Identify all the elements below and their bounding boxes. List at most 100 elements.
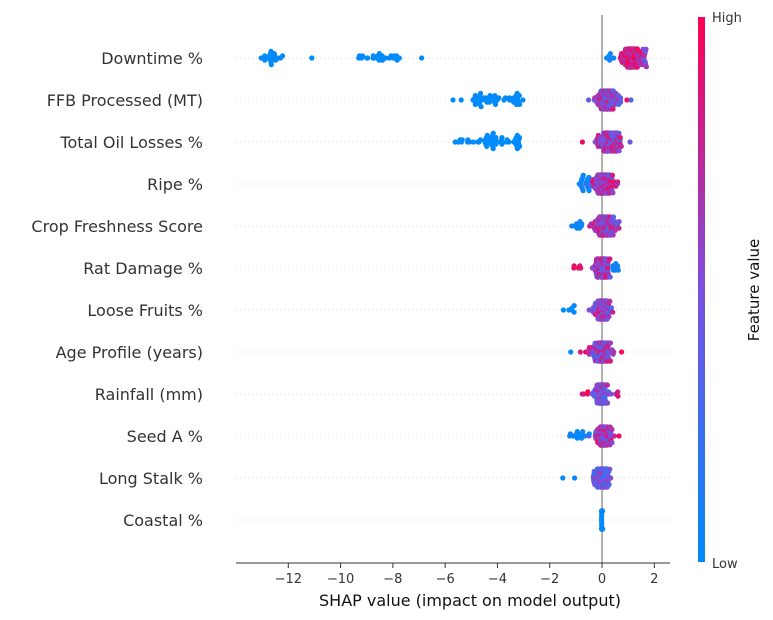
shap-point <box>582 433 588 439</box>
shap-point <box>617 135 623 141</box>
shap-point <box>618 95 624 101</box>
shap-point <box>609 172 616 178</box>
shap-point <box>604 382 611 388</box>
colorbar-title: Feature value <box>745 239 763 341</box>
feature-label: Downtime % <box>101 49 203 68</box>
shap-point <box>604 400 611 406</box>
shap-point <box>579 139 586 145</box>
x-tick-label: −2 <box>540 572 559 587</box>
shap-point <box>611 55 617 61</box>
shap-point <box>520 97 526 103</box>
shap-point <box>581 391 587 397</box>
shap-point <box>606 314 612 320</box>
shap-point <box>458 97 464 103</box>
x-axis-title: SHAP value (impact on model output) <box>319 591 621 610</box>
feature-label: Rainfall (mm) <box>95 385 203 404</box>
shap-point <box>571 303 577 309</box>
shap-point <box>607 358 614 364</box>
shap-point <box>580 188 586 194</box>
shap-point <box>610 232 616 238</box>
shap-point <box>609 440 615 446</box>
x-tick-label: −12 <box>275 572 302 587</box>
feature-label: FFB Processed (MT) <box>47 91 203 110</box>
feature-label: Age Profile (years) <box>56 343 203 362</box>
shap-point <box>517 101 523 107</box>
shap-point <box>560 307 567 313</box>
shap-point <box>493 135 499 141</box>
shap-point <box>477 90 484 96</box>
shap-point <box>610 309 616 315</box>
shap-point <box>470 139 476 145</box>
x-tick-label: −4 <box>488 572 507 587</box>
shap-point <box>609 426 615 432</box>
shap-point <box>383 55 389 61</box>
shap-point <box>624 97 630 103</box>
shap-point <box>611 349 617 355</box>
shap-point <box>577 349 584 355</box>
shap-point <box>608 391 614 397</box>
colorbar-gradient <box>698 17 705 562</box>
feature-label: Loose Fruits % <box>87 301 203 320</box>
shap-point <box>607 51 614 57</box>
feature-label: Rat Damage % <box>83 259 203 278</box>
shap-point <box>419 55 425 61</box>
shap-point <box>607 256 613 262</box>
shap-point <box>499 141 505 147</box>
shap-point <box>467 139 473 145</box>
x-tick-label: 0 <box>598 572 606 587</box>
shap-point <box>627 139 633 145</box>
shap-point <box>618 143 624 149</box>
shap-point <box>615 267 621 273</box>
shap-point <box>517 143 523 149</box>
feature-label: Crop Freshness Score <box>31 217 203 236</box>
shap-point <box>579 221 585 227</box>
shap-point <box>502 95 508 101</box>
shap-point <box>574 429 580 435</box>
shap-point <box>506 139 512 145</box>
shap-point <box>586 97 592 103</box>
x-tick-label: 2 <box>650 572 658 587</box>
shap-point <box>450 97 456 103</box>
colorbar-low-label: Low <box>712 557 738 572</box>
shap-point <box>494 139 500 145</box>
colorbar-high-label: High <box>712 11 742 26</box>
shap-point <box>616 225 622 231</box>
shap-point <box>610 214 617 220</box>
shap-point <box>492 93 498 99</box>
shap-point <box>600 526 606 532</box>
x-tick-label: −8 <box>383 572 402 587</box>
shap-point <box>615 389 621 395</box>
shap-point <box>618 99 624 105</box>
shap-point <box>280 53 286 59</box>
shap-point <box>586 431 592 437</box>
shap-point <box>568 349 574 355</box>
feature-label: Long Stalk % <box>99 469 203 488</box>
shap-point <box>616 148 622 154</box>
shap-point <box>478 104 484 110</box>
shap-point <box>516 135 523 141</box>
shap-point <box>578 265 584 271</box>
shap-point <box>359 53 366 59</box>
shap-point <box>572 475 578 481</box>
shap-point <box>615 393 621 399</box>
shap-point <box>571 309 577 315</box>
shap-point <box>492 101 499 107</box>
shap-point <box>272 53 278 59</box>
shap-point <box>396 55 402 61</box>
shap-point <box>608 475 614 481</box>
shap-point <box>490 146 496 152</box>
shap-point <box>560 475 566 481</box>
shap-point <box>499 135 505 141</box>
shap-point <box>619 349 625 355</box>
shap-point <box>608 305 615 311</box>
shap-point <box>643 46 649 52</box>
shap-point <box>580 172 586 178</box>
shap-point <box>585 389 591 395</box>
shap-point <box>616 219 622 225</box>
shap-point <box>459 137 465 143</box>
shap-point <box>571 263 577 269</box>
shap-point <box>490 130 496 136</box>
shap-point <box>365 55 371 61</box>
shap-point <box>496 95 502 101</box>
